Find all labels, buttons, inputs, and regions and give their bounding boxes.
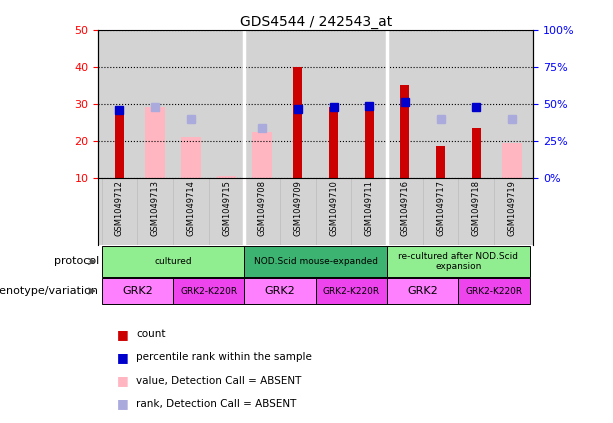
Text: GRK2: GRK2 <box>265 286 295 296</box>
Text: GSM1049717: GSM1049717 <box>436 180 445 236</box>
Text: ■: ■ <box>116 351 128 364</box>
Text: GSM1049716: GSM1049716 <box>400 180 409 236</box>
Text: GRK2-K220R: GRK2-K220R <box>465 286 523 296</box>
Text: ■: ■ <box>116 328 128 341</box>
Text: GRK2-K220R: GRK2-K220R <box>180 286 237 296</box>
Text: percentile rank within the sample: percentile rank within the sample <box>136 352 312 363</box>
Text: GRK2: GRK2 <box>408 286 438 296</box>
Text: GSM1049715: GSM1049715 <box>222 180 231 236</box>
Bar <box>102 246 245 277</box>
Text: GSM1049708: GSM1049708 <box>257 180 267 236</box>
Text: ■: ■ <box>116 374 128 387</box>
Bar <box>316 278 387 304</box>
Text: GSM1049710: GSM1049710 <box>329 180 338 236</box>
Text: GRK2-K220R: GRK2-K220R <box>323 286 380 296</box>
Bar <box>400 85 409 178</box>
Bar <box>459 278 530 304</box>
Text: GSM1049712: GSM1049712 <box>115 180 124 236</box>
Bar <box>387 278 459 304</box>
Text: GSM1049713: GSM1049713 <box>151 180 159 236</box>
Bar <box>115 113 124 178</box>
Bar <box>502 143 522 178</box>
Text: genotype/variation: genotype/variation <box>0 286 99 296</box>
Bar <box>294 67 302 178</box>
Bar <box>365 106 374 178</box>
Text: GSM1049714: GSM1049714 <box>186 180 196 236</box>
Bar <box>436 146 445 178</box>
Bar <box>102 278 173 304</box>
Text: GSM1049718: GSM1049718 <box>472 180 481 236</box>
Bar <box>145 107 165 178</box>
Bar <box>253 132 272 178</box>
Bar <box>245 246 387 277</box>
Text: NOD.Scid mouse-expanded: NOD.Scid mouse-expanded <box>254 257 378 266</box>
Bar <box>181 137 200 178</box>
Bar <box>329 107 338 178</box>
Bar <box>217 176 237 178</box>
Text: rank, Detection Call = ABSENT: rank, Detection Call = ABSENT <box>136 399 297 409</box>
Text: value, Detection Call = ABSENT: value, Detection Call = ABSENT <box>136 376 302 386</box>
Text: GSM1049711: GSM1049711 <box>365 180 374 236</box>
Text: GSM1049719: GSM1049719 <box>508 180 516 236</box>
Text: GRK2: GRK2 <box>122 286 153 296</box>
Bar <box>387 246 530 277</box>
Bar <box>472 128 481 178</box>
Text: GSM1049709: GSM1049709 <box>294 180 302 236</box>
Bar <box>245 278 316 304</box>
Bar <box>173 278 245 304</box>
Text: count: count <box>136 329 166 339</box>
Text: ■: ■ <box>116 398 128 410</box>
Text: re-cultured after NOD.Scid
expansion: re-cultured after NOD.Scid expansion <box>398 252 519 271</box>
Text: cultured: cultured <box>154 257 192 266</box>
Text: protocol: protocol <box>53 256 99 266</box>
Title: GDS4544 / 242543_at: GDS4544 / 242543_at <box>240 14 392 29</box>
